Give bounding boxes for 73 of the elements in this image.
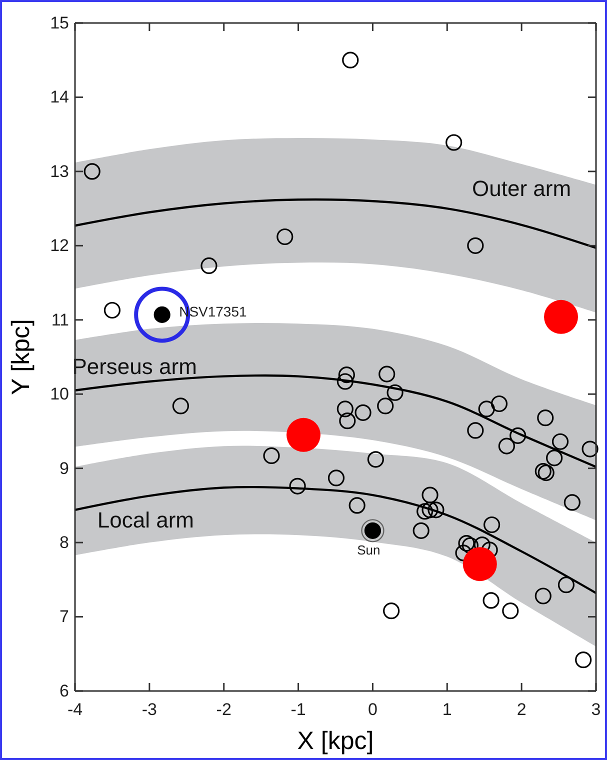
point xyxy=(546,450,563,466)
y-tick-label: 10 xyxy=(50,384,69,404)
y-tick-label: 11 xyxy=(51,310,69,330)
point xyxy=(582,440,598,458)
point xyxy=(377,398,394,414)
point xyxy=(498,438,515,454)
point xyxy=(263,447,280,464)
point xyxy=(564,494,580,511)
point xyxy=(336,400,354,418)
x-tick-label: -3 xyxy=(142,700,157,720)
point xyxy=(534,463,552,480)
point xyxy=(552,433,569,450)
point xyxy=(467,422,484,439)
point xyxy=(575,652,592,668)
y-tick-label: 9 xyxy=(60,458,69,478)
annotation: Sun xyxy=(357,542,380,558)
point xyxy=(534,588,552,604)
point xyxy=(484,516,500,534)
point xyxy=(458,535,475,552)
line-series xyxy=(74,198,598,249)
y-axis-title: Y [kpc] xyxy=(7,319,35,395)
point xyxy=(490,395,508,412)
point xyxy=(462,547,497,582)
y-tick-label: 8 xyxy=(60,532,69,552)
point xyxy=(200,257,218,274)
point xyxy=(336,373,354,390)
point xyxy=(422,486,438,504)
point xyxy=(338,366,355,384)
point xyxy=(446,134,462,151)
x-tick-label: 2 xyxy=(516,700,526,720)
point xyxy=(172,398,189,414)
y-tick-label: 12 xyxy=(50,236,69,256)
x-axis-title: X [kpc] xyxy=(297,727,374,755)
annotation: Outer arm xyxy=(472,176,572,201)
point xyxy=(354,404,372,421)
point xyxy=(416,503,434,520)
point xyxy=(510,427,526,444)
annotation: Local arm xyxy=(97,508,194,533)
y-tick-label: 6 xyxy=(60,681,69,700)
point xyxy=(558,576,575,594)
point xyxy=(383,602,400,620)
point xyxy=(348,497,366,514)
point xyxy=(104,302,121,319)
y-tick-label: 14 xyxy=(50,88,69,107)
point xyxy=(422,502,438,518)
point xyxy=(386,384,404,401)
point xyxy=(478,400,495,418)
point xyxy=(502,602,519,620)
x-tick-label: 3 xyxy=(591,700,601,720)
point xyxy=(482,592,500,609)
point xyxy=(339,412,356,430)
x-tick-label: -1 xyxy=(290,700,306,720)
y-tick-label: 7 xyxy=(60,607,69,626)
point xyxy=(538,464,554,482)
point xyxy=(537,410,554,426)
y-tick-label: 13 xyxy=(50,162,69,181)
point xyxy=(328,470,345,486)
point xyxy=(544,300,578,334)
point xyxy=(342,52,359,68)
x-tick-label: -2 xyxy=(216,700,232,720)
point xyxy=(367,451,384,468)
x-tick-label: 0 xyxy=(368,700,378,720)
point xyxy=(378,366,396,382)
point xyxy=(286,418,320,452)
point xyxy=(467,237,484,254)
point xyxy=(412,522,430,539)
point xyxy=(428,502,444,518)
point xyxy=(276,228,294,246)
point xyxy=(84,163,100,180)
x-tick-label: 1 xyxy=(442,700,452,720)
point xyxy=(289,478,306,494)
y-tick-label: 15 xyxy=(50,13,69,32)
x-tick-label: -4 xyxy=(67,700,83,720)
